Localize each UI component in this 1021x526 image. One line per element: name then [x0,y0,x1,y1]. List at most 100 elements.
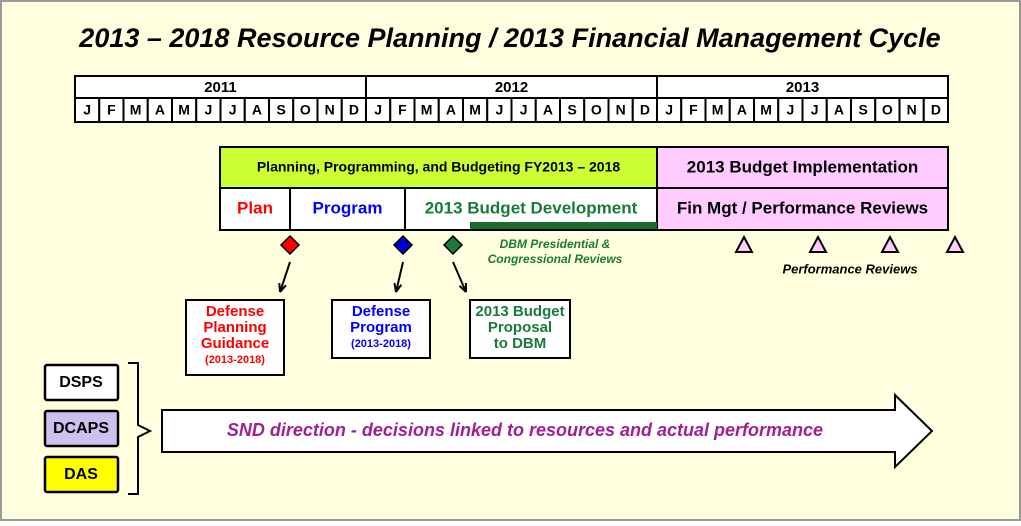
org-label: DAS [64,466,98,483]
month-label: N [907,102,917,118]
month-label: A [834,102,844,118]
dbm-reviews-label: Congressional Reviews [488,252,623,266]
month-label: A [252,102,262,118]
month-label: J [811,102,819,118]
output-box [469,299,571,359]
month-label: A [737,102,747,118]
milestone-diamond [442,234,464,256]
performance-reviews-label: Performance Reviews [782,261,917,276]
month-label: D [349,102,359,118]
org-box [43,363,120,402]
review-triangle [734,234,754,253]
output-box [331,299,431,359]
output-sub: (2013-2018) [205,354,265,366]
direction-text: SND direction - decisions linked to reso… [227,420,823,440]
month-label: S [567,102,576,118]
month-label: A [543,102,553,118]
month-cell [825,97,852,123]
output-label: 2013 Budget [475,303,564,320]
year-label: 2011 [204,79,237,96]
month-label: S [858,102,867,118]
arrow-head [393,282,403,293]
phase-label: Plan [237,198,273,217]
month-label: M [178,102,190,118]
output-box [185,299,285,376]
month-label: S [276,102,285,118]
output-label: Defense [206,303,264,320]
month-label: O [591,102,602,118]
output-label: Defense [352,303,410,320]
month-label: F [107,102,116,118]
month-cell [898,97,925,123]
phase-box [289,187,406,231]
month-label: M [421,102,433,118]
month-label: D [640,102,650,118]
org-box [43,455,120,494]
output-label: Program [350,319,412,336]
month-label: O [882,102,893,118]
arrow-line [452,261,467,293]
title: 2013 – 2018 Resource Planning / 2013 Fin… [78,23,940,53]
bracket [128,362,153,495]
month-cell [704,97,731,123]
month-label: N [616,102,626,118]
month-cell [365,97,392,123]
review-triangle [945,234,965,253]
month-cell [171,97,198,123]
month-label: O [300,102,311,118]
month-cell [195,97,222,123]
month-label: M [469,102,481,118]
month-label: J [495,102,503,118]
month-cell [437,97,464,123]
month-label: M [760,102,772,118]
progress-bar [470,222,657,229]
month-cell [922,97,949,123]
month-cell [268,97,295,123]
month-label: J [786,102,794,118]
output-label: Proposal [488,319,552,336]
org-label: DSPS [59,374,103,391]
phase-label: Fin Mgt / Performance Reviews [677,198,928,217]
month-cell [462,97,489,123]
month-cell [486,97,513,123]
month-cell [850,97,877,123]
phase-box [656,187,949,231]
phase-label: Planning, Programming, and Budgeting FY2… [257,159,621,175]
review-triangle [808,234,828,253]
output-label: Planning [203,319,266,336]
output-label: to DBM [494,335,547,352]
dbm-reviews-label: DBM Presidential & [500,237,611,251]
arrow-head [278,282,287,293]
month-cell [316,97,343,123]
month-label: M [712,102,724,118]
month-cell [874,97,901,123]
month-cell [656,97,683,123]
org-box [43,409,120,448]
arrow-head [458,282,467,293]
phase-box [219,187,291,231]
month-label: F [689,102,698,118]
month-label: D [931,102,941,118]
phase-box [656,146,949,189]
month-label: A [155,102,165,118]
arrow-line [279,261,291,293]
month-label: J [83,102,91,118]
month-label: A [446,102,456,118]
month-label: J [520,102,528,118]
month-cell [680,97,707,123]
month-label: J [229,102,237,118]
org-label: DCAPS [53,420,109,437]
arrow-line [395,261,404,293]
month-cell [340,97,367,123]
phase-label: Program [313,198,383,217]
month-cell [534,97,561,123]
month-label: N [325,102,335,118]
month-label: F [398,102,407,118]
month-label: J [665,102,673,118]
milestone-diamond [392,234,414,256]
month-cell [146,97,173,123]
phase-label: 2013 Budget Development [425,198,638,217]
year-label: 2013 [786,79,819,96]
month-cell [219,97,246,123]
